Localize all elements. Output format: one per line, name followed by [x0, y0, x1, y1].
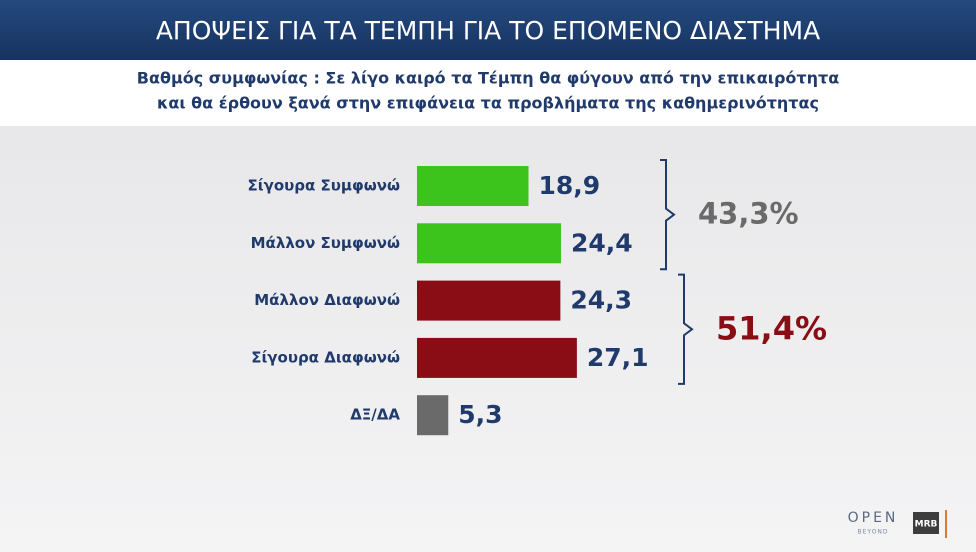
category-label: Σίγουρα Διαφωνώ [251, 348, 400, 366]
value-label: 5,3 [458, 400, 502, 429]
logo-open: OPEN [848, 510, 899, 526]
category-label: ΔΞ/ΔΑ [350, 406, 400, 424]
group-bracket [678, 273, 694, 385]
header [0, 0, 976, 60]
group-bracket [660, 159, 676, 271]
value-label: 18,9 [539, 171, 601, 200]
subtitle-band [0, 60, 976, 126]
chart-subtitle: και θα έρθουν ξανά στην επιφάνεια τα προ… [157, 94, 819, 113]
bar [417, 280, 561, 321]
value-label: 24,3 [570, 286, 632, 315]
logo-mrb-box [913, 512, 939, 534]
category-label: Μάλλον Συμφωνώ [251, 234, 400, 252]
value-label: 27,1 [587, 343, 649, 372]
group-total: 51,4% [716, 309, 827, 347]
logo-open-sub: BEYOND [857, 529, 888, 536]
value-label: 24,4 [571, 228, 633, 257]
bar [417, 223, 561, 264]
category-label: Σίγουρα Συμφωνώ [248, 177, 400, 195]
bar [417, 395, 449, 436]
group-total: 43,3% [698, 197, 799, 231]
category-label: Μάλλον Διαφωνώ [254, 291, 400, 309]
chart-title: ΑΠΟΨΕΙΣ ΓΙΑ ΤΑ ΤΕΜΠΗ ΓΙΑ ΤΟ ΕΠΟΜΕΝΟ ΔΙΑΣ… [156, 16, 820, 45]
bar [417, 337, 577, 378]
chart-subtitle: Βαθμός συμφωνίας : Σε λίγο καιρό τα Τέμπ… [137, 69, 839, 88]
logo-mrb: MRB [915, 520, 938, 530]
bar [417, 166, 529, 206]
